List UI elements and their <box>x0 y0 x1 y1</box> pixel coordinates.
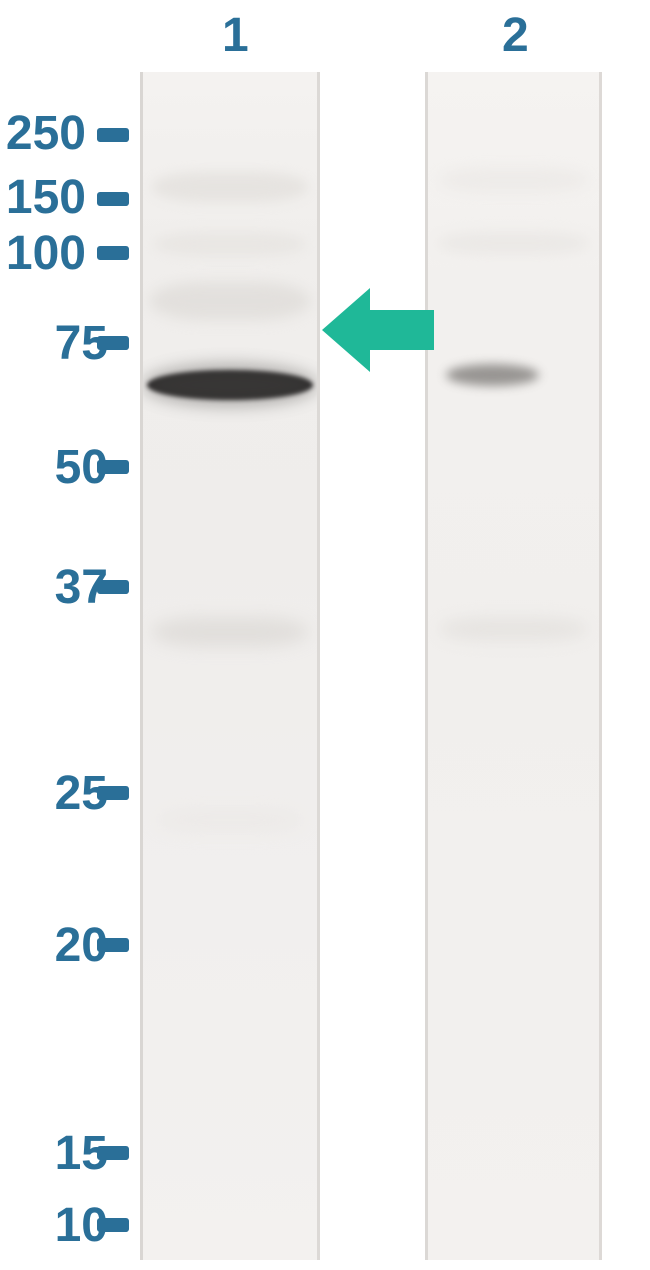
lane-label-1: 1 <box>222 8 249 63</box>
marker-label-250: 250 <box>0 106 86 161</box>
marker-label-10: 10 <box>18 1198 108 1253</box>
marker-label-150: 150 <box>0 170 86 225</box>
lane-2-band-3 <box>438 617 589 641</box>
lane-2 <box>425 72 602 1260</box>
marker-tick-50 <box>97 460 129 474</box>
lane-1-band-2 <box>149 282 311 320</box>
marker-label-25: 25 <box>18 766 108 821</box>
marker-tick-15 <box>97 1146 129 1160</box>
target-band-arrow-icon <box>322 288 434 372</box>
lane-2-band-2 <box>446 364 539 386</box>
marker-label-50: 50 <box>18 440 108 495</box>
lane-2-band-1 <box>436 232 591 254</box>
marker-label-15: 15 <box>18 1126 108 1181</box>
lane-1-band-1 <box>153 232 307 256</box>
lane-1-band-6 <box>155 807 305 833</box>
marker-tick-20 <box>97 938 129 952</box>
marker-tick-100 <box>97 246 129 260</box>
marker-tick-250 <box>97 128 129 142</box>
marker-label-75: 75 <box>18 316 108 371</box>
lane-label-2: 2 <box>502 8 529 63</box>
marker-tick-25 <box>97 786 129 800</box>
lane-1-band-0 <box>151 172 309 202</box>
lane-1-band-4 <box>143 364 317 406</box>
marker-label-20: 20 <box>18 918 108 973</box>
marker-tick-75 <box>97 336 129 350</box>
lane-2-band-0 <box>438 167 589 193</box>
western-blot-figure: 1 2 250 150100 75 50 37 25 20 15 10 <box>0 0 650 1270</box>
lane-1-band-5 <box>151 617 309 647</box>
marker-label-37: 37 <box>18 560 108 615</box>
marker-tick-10 <box>97 1218 129 1232</box>
lane-1 <box>140 72 320 1260</box>
marker-tick-37 <box>97 580 129 594</box>
marker-label-100: 100 <box>0 226 86 281</box>
marker-tick-150 <box>97 192 129 206</box>
